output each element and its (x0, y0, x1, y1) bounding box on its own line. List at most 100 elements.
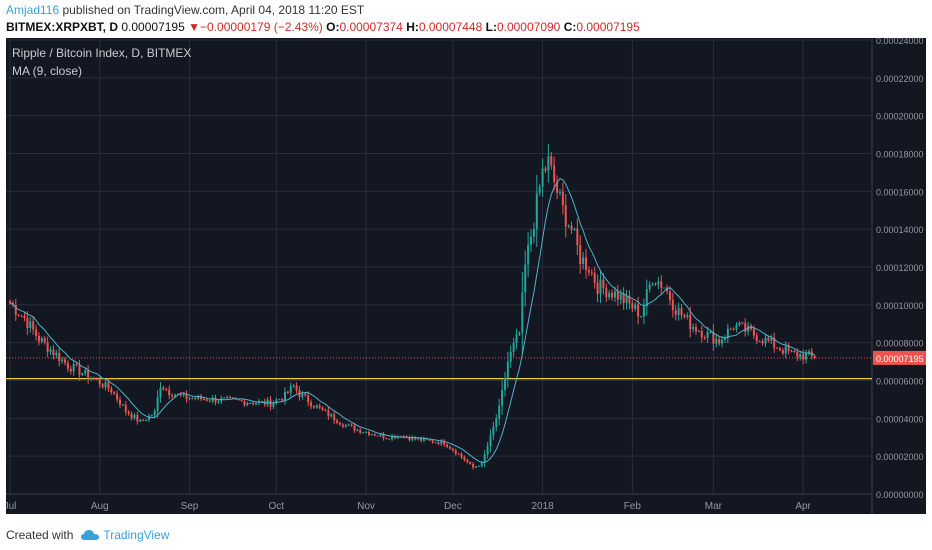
candle-body (359, 429, 362, 433)
candle-body (347, 424, 350, 426)
candle-body (373, 434, 376, 436)
candle-body (272, 402, 275, 407)
candle-body (671, 299, 674, 311)
candle-body (741, 322, 744, 324)
candle-body (729, 328, 732, 330)
ma-line (9, 177, 815, 463)
candle-body (695, 326, 698, 332)
author-link[interactable]: Amjad116 (6, 3, 60, 17)
candle-body (697, 330, 700, 332)
candle-body (689, 315, 692, 330)
candle-body (405, 436, 408, 438)
symbol-ohlc-bar: BITMEX:XRPXBT, D 0.00007195 ▼−0.00000179… (6, 20, 640, 34)
candle-body (657, 281, 660, 285)
candle-body (188, 398, 191, 400)
y-tick-label: 0.00004000 (876, 414, 924, 424)
candle-body (723, 338, 726, 340)
candle-body (454, 450, 457, 454)
candle-body (483, 454, 486, 463)
candle-body (211, 397, 214, 402)
candle-body (448, 446, 451, 449)
candle-body (501, 389, 504, 406)
candle-body (139, 419, 142, 422)
candle-body (790, 350, 793, 352)
candle-body (95, 378, 98, 380)
candle-body (631, 303, 634, 309)
candle-body (32, 321, 35, 330)
candle-body (431, 440, 434, 443)
candle-body (113, 392, 116, 394)
candle-body (318, 405, 321, 408)
candle-body (367, 432, 370, 435)
y-tick-label: 0.00014000 (876, 225, 924, 235)
price-chart[interactable]: 0.00000000 0.00002000 0.00004000 0.00006000… (6, 38, 926, 514)
candle-body (37, 335, 40, 342)
candle-body (515, 334, 518, 344)
candle-body (278, 399, 281, 401)
candle-body (353, 425, 356, 431)
candle-body (40, 338, 43, 342)
candle-body (475, 466, 478, 468)
created-with-text: Created with (6, 528, 74, 542)
indicator-label[interactable]: MA (9, close) (12, 64, 83, 78)
candle-body (84, 370, 87, 374)
chart-area[interactable]: 0.00000000 0.00002000 0.00004000 0.00006000… (6, 38, 926, 514)
candle-body (321, 407, 324, 410)
candle-body (550, 156, 553, 166)
candle-body (295, 385, 298, 391)
candle-body (312, 406, 315, 408)
candle-body (116, 393, 119, 400)
y-tick-label: 0.00012000 (876, 263, 924, 273)
candle-body (625, 296, 628, 304)
candle-body (544, 168, 547, 171)
current-price-tag (873, 350, 926, 365)
candle-body (324, 409, 327, 411)
candle-body (142, 419, 145, 421)
candle-body (20, 315, 23, 317)
candle-body (17, 314, 20, 316)
candle-body (388, 438, 391, 440)
candle-body (509, 351, 512, 362)
candle-body (770, 337, 773, 341)
candle-body (680, 308, 683, 316)
candle-body (692, 326, 695, 330)
y-tick-label: 0.00016000 (876, 187, 924, 197)
candle-body (147, 415, 150, 420)
candle-body (619, 293, 622, 300)
candle-body (492, 426, 495, 436)
candle-body (69, 368, 72, 372)
candle-body (133, 414, 136, 418)
x-tick-label: Sep (181, 501, 199, 512)
y-tick-label: 0.00018000 (876, 150, 924, 160)
candle-body (437, 442, 440, 444)
price-change: −0.00000179 (−2.43%) (200, 20, 323, 34)
candle-body (136, 414, 139, 422)
candle-body (118, 399, 121, 405)
candle-body (773, 337, 776, 348)
candle-body (602, 279, 605, 289)
candle-body (46, 342, 49, 352)
candle-body (576, 228, 579, 245)
candle-body (654, 283, 657, 285)
x-tick-label: Apr (795, 501, 811, 512)
candle-body (350, 424, 353, 426)
candle-body (90, 378, 93, 380)
candle-body (124, 404, 127, 412)
tradingview-link[interactable]: TradingView (103, 528, 170, 542)
candle-body (776, 347, 779, 349)
candle-body (228, 396, 231, 398)
x-tick-label: Dec (444, 501, 462, 512)
candle-body (252, 402, 255, 405)
candle-body (260, 400, 263, 402)
candle-body (558, 191, 561, 193)
symbol-label: BITMEX:XRPXBT, D (6, 20, 119, 34)
candle-body (585, 257, 588, 270)
candle-body (532, 229, 535, 237)
open-label: O: (326, 20, 340, 34)
candle-body (168, 389, 171, 396)
candle-body (744, 323, 747, 332)
candle-body (599, 279, 602, 294)
close-value: 0.00007195 (576, 20, 640, 34)
candle-body (755, 335, 758, 342)
candle-body (738, 322, 741, 326)
